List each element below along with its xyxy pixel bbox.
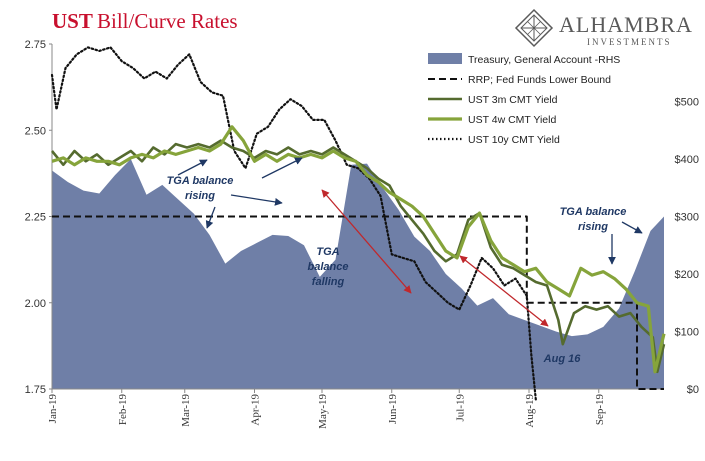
y2-tick-label: $0	[687, 384, 699, 396]
annotation-arrow	[205, 206, 216, 229]
x-tick-label: Jan-19	[47, 394, 59, 424]
y-tick-label: 2.00	[25, 298, 46, 310]
annotation-tga-rising-2-line1: TGA balance	[560, 206, 627, 218]
legend-label: UST 4w CMT Yield	[468, 114, 556, 126]
y-tick-label: 1.75	[25, 384, 46, 396]
x-tick-label: Apr-19	[250, 394, 262, 426]
series-line-1	[52, 215, 664, 390]
x-tick-label: May-19	[317, 394, 329, 429]
x-tick-label: Sep-19	[594, 394, 606, 426]
x-tick-label: Jul-19	[454, 394, 466, 422]
legend-label: Treasury, General Account -RHS	[468, 54, 620, 66]
legend-label: UST 3m CMT Yield	[468, 94, 558, 106]
series-line-2	[50, 139, 666, 374]
annotation-arrow	[230, 194, 283, 206]
y2-tick-label: $400	[675, 154, 699, 166]
x-tick-label: Jun-19	[387, 394, 399, 424]
y-tick-label: 2.25	[25, 212, 46, 224]
y2-tick-label: $500	[675, 97, 699, 109]
annotation-arrow	[459, 255, 549, 327]
annotation-tga-rising-1-line2: rising	[185, 190, 215, 202]
series-lines	[50, 46, 666, 401]
chart-title: Bill/Curve Rates	[97, 9, 238, 33]
annotation-tga-rising-2-line2: rising	[578, 221, 608, 233]
annotation-tga-falling-line1: TGA	[316, 246, 339, 258]
series-line-3	[51, 125, 666, 374]
annotation-arrow	[261, 157, 303, 179]
logo: ALHAMBRA INVESTMENTS	[514, 8, 693, 48]
annotation-arrow	[321, 189, 412, 294]
legend: Treasury, General Account -RHS RRP; Fed F…	[428, 53, 620, 146]
axes: 1.75 2.00 2.25 2.50 2.75 $0 $100 $200 $300 $400 $5…	[25, 39, 699, 429]
x-tick-label: Mar-19	[180, 394, 192, 427]
legend-swatch-area	[428, 53, 462, 64]
legend-label: UST 10y CMT Yield	[468, 134, 560, 146]
logo-diamond-icon	[514, 8, 554, 48]
x-tick-label: Aug-19	[524, 394, 536, 428]
y-tick-label: 2.50	[25, 125, 46, 137]
legend-label: RRP; Fed Funds Lower Bound	[468, 74, 611, 86]
logo-sub: INVESTMENTS	[587, 37, 672, 47]
y2-tick-label: $100	[675, 327, 699, 339]
y2-tick-label: $300	[675, 212, 699, 224]
y2-tick-label: $200	[675, 269, 699, 281]
annotation-tga-falling-line3: falling	[312, 276, 345, 288]
logo-name: ALHAMBRA	[559, 12, 693, 37]
annotation-aug16: Aug 16	[543, 353, 582, 365]
annotation-arrows	[177, 157, 643, 327]
annotation-tga-falling-line2: balance	[308, 261, 349, 273]
chart-title-bold: UST	[52, 9, 93, 33]
annotation-arrow	[621, 221, 643, 234]
y-tick-label: 2.75	[25, 39, 46, 51]
annotation-tga-rising-1-line1: TGA balance	[167, 175, 234, 187]
annotation-arrow	[177, 159, 208, 176]
x-tick-label: Feb-19	[117, 394, 129, 426]
